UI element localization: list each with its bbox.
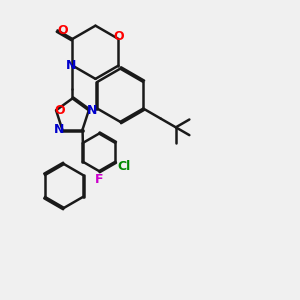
- Text: O: O: [58, 24, 68, 37]
- Text: F: F: [95, 173, 103, 186]
- Text: N: N: [53, 123, 64, 136]
- Text: O: O: [113, 30, 124, 43]
- Text: N: N: [87, 104, 98, 117]
- Text: O: O: [55, 104, 65, 117]
- Text: Cl: Cl: [117, 160, 131, 173]
- Text: N: N: [66, 59, 76, 72]
